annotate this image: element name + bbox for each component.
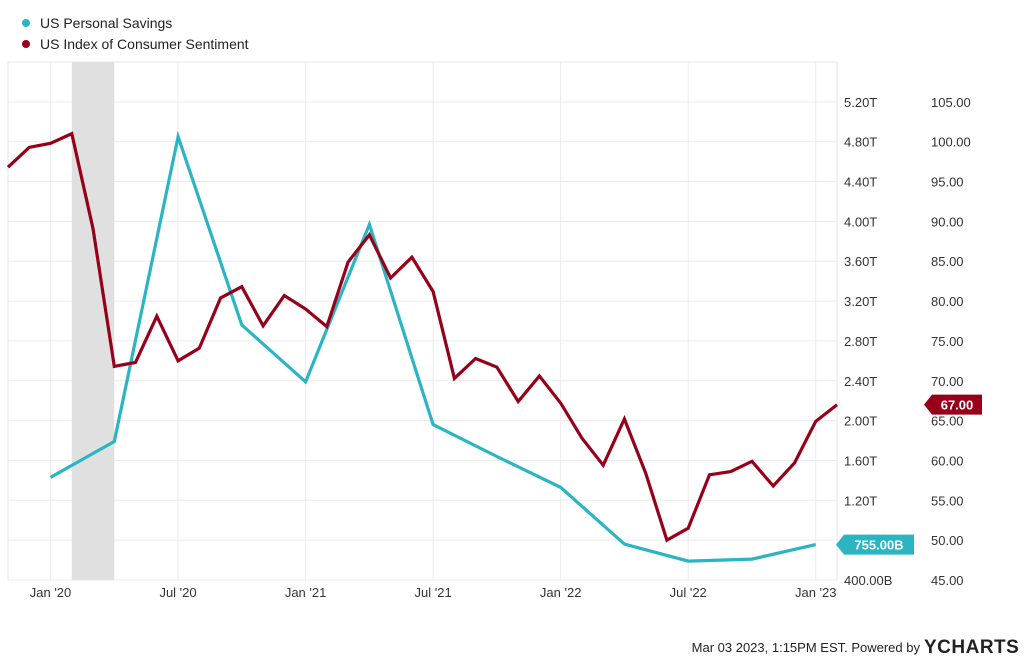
x-tick-label: Jan '21 — [285, 585, 327, 600]
series-lines — [6, 130, 838, 563]
savings-last-badge-bg — [836, 534, 914, 555]
x-tick-label: Jul '21 — [415, 585, 452, 600]
gridlines — [7, 61, 838, 581]
legend-label-0[interactable]: US Personal Savings — [40, 15, 172, 31]
y-left-tick-label: 3.20T — [844, 294, 877, 309]
legend-marker-0 — [22, 19, 30, 27]
savings-last-badge-text: 755.00B — [854, 538, 903, 553]
y-right-tick-label: 45.00 — [931, 573, 964, 588]
x-axis: Jan '20 Jul '20 Jan '21 Jul '21 Jan '22 Jul '… — [30, 585, 837, 600]
y-left-tick-label: 400.00B — [844, 573, 892, 588]
ycharts-brand[interactable]: YCHARTS — [924, 637, 1019, 658]
y-left-tick-label: 1.60T — [844, 453, 877, 468]
legend: US Personal Savings US Index of Consumer … — [22, 15, 249, 52]
y-right-tick-label: 85.00 — [931, 254, 964, 269]
y-right-tick-label: 90.00 — [931, 214, 964, 229]
x-tick-label: Jul '20 — [159, 585, 196, 600]
legend-label-1[interactable]: US Index of Consumer Sentiment — [40, 36, 249, 52]
x-tick-label: Jul '22 — [670, 585, 707, 600]
y-left-tick-label: 4.40T — [844, 175, 877, 190]
last-value-badges: 755.00B 67.00 — [836, 394, 982, 555]
footer-text: Mar 03 2023, 1:15PM EST. Powered by — [692, 640, 921, 655]
sentiment-last-badge-bg — [924, 394, 982, 415]
y-left-tick-label: 2.00T — [844, 414, 877, 429]
y-right-tick-label: 55.00 — [931, 493, 964, 508]
y-left-tick-label: 2.40T — [844, 374, 877, 389]
ycharts-logo[interactable]: YCHARTS — [924, 637, 1019, 658]
plot-frame — [7, 61, 838, 581]
series-line-1[interactable] — [6, 131, 838, 543]
y-left-tick-label: 3.60T — [844, 254, 877, 269]
legend-marker-1 — [22, 40, 30, 48]
y-left-tick-label: 1.20T — [844, 493, 877, 508]
y-left-tick-label: 5.20T — [844, 95, 877, 110]
y-left-tick-label: 2.80T — [844, 334, 877, 349]
y-axis-left: 400.00B800.00B1.20T1.60T2.00T2.40T2.80T3… — [844, 95, 892, 588]
y-right-tick-label: 105.00 — [931, 95, 971, 110]
series-line-0[interactable] — [49, 130, 817, 563]
y-left-tick-label: 4.00T — [844, 214, 877, 229]
y-right-tick-label: 95.00 — [931, 175, 964, 190]
y-left-tick-label: 4.80T — [844, 135, 877, 150]
y-axis-right: 45.00 50.00 55.00 60.00 65.00 70.00 75.00 80.00… — [931, 95, 971, 588]
x-tick-label: Jan '20 — [30, 585, 72, 600]
y-right-tick-label: 100.00 — [931, 135, 971, 150]
sentiment-last-badge-text: 67.00 — [941, 398, 974, 413]
y-right-tick-label: 50.00 — [931, 533, 964, 548]
y-right-tick-label: 80.00 — [931, 294, 964, 309]
x-tick-label: Jan '22 — [540, 585, 582, 600]
y-right-tick-label: 60.00 — [931, 453, 964, 468]
footer: Mar 03 2023, 1:15PM EST. Powered by YCHA… — [692, 637, 1019, 658]
y-right-tick-label: 65.00 — [931, 414, 964, 429]
y-right-tick-label: 75.00 — [931, 334, 964, 349]
y-right-tick-label: 70.00 — [931, 374, 964, 389]
x-tick-label: Jan '23 — [795, 585, 837, 600]
